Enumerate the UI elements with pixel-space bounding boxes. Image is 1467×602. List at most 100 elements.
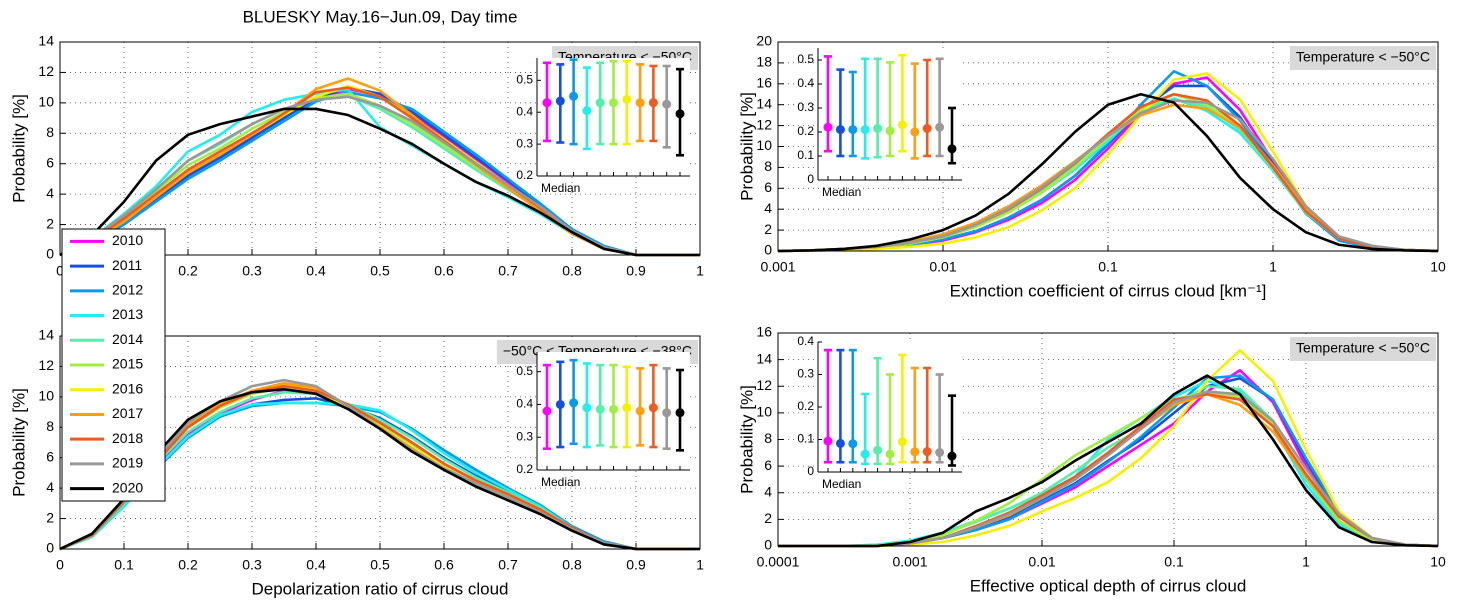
y-tick-label: 10 xyxy=(756,404,772,420)
median-point xyxy=(947,144,957,154)
median-point xyxy=(595,98,605,108)
x-axis-label: Effective optical depth of cirrus cloud xyxy=(970,576,1247,595)
y-tick-label: 12 xyxy=(756,377,772,393)
legend-label: 2020 xyxy=(112,479,143,495)
inset-y-tick-label: 0.4 xyxy=(516,104,533,118)
y-axis-label: Probability [%] xyxy=(9,94,28,203)
median-point xyxy=(635,406,645,416)
inset-y-tick-label: 0.3 xyxy=(797,367,814,381)
legend-label: 2012 xyxy=(112,282,143,298)
legend-label: 2019 xyxy=(112,455,143,471)
y-tick-label: 4 xyxy=(46,479,54,495)
x-tick-label: 0.2 xyxy=(178,263,198,279)
series-line xyxy=(59,95,700,257)
median-point xyxy=(555,96,565,106)
plot-frame xyxy=(777,41,1439,252)
median-point xyxy=(935,448,945,457)
x-tick-label: 0.3 xyxy=(242,263,262,279)
y-tick-label: 16 xyxy=(756,324,772,340)
y-tick-label: 18 xyxy=(756,54,772,70)
y-tick-label: 8 xyxy=(46,124,54,140)
y-tick-label: 0 xyxy=(764,537,772,553)
median-point xyxy=(595,404,605,414)
inset-y-tick-label: 0 xyxy=(807,172,814,186)
inset-y-tick-label: 0.3 xyxy=(797,100,814,114)
y-tick-label: 14 xyxy=(38,33,54,49)
median-point xyxy=(860,449,870,459)
median-point xyxy=(823,122,833,132)
x-tick-label: 0 xyxy=(56,263,64,279)
median-point xyxy=(648,98,658,108)
x-tick-label: 1 xyxy=(1302,554,1310,570)
x-tick-label: 1 xyxy=(696,557,704,573)
median-point xyxy=(885,449,895,459)
x-tick-label: 0.001 xyxy=(760,259,795,275)
legend-label: 2015 xyxy=(112,356,143,372)
median-point xyxy=(835,438,845,448)
inset-label: Median xyxy=(822,185,861,199)
median-point xyxy=(873,445,883,455)
x-tick-label: 0.4 xyxy=(306,263,326,279)
inset-y-tick-label: 0.2 xyxy=(516,168,533,182)
x-tick-label: 1 xyxy=(696,263,704,279)
median-point xyxy=(897,120,907,130)
y-tick-label: 12 xyxy=(756,116,772,132)
median-point xyxy=(922,447,932,457)
median-point xyxy=(582,403,592,413)
x-tick-label: 0.5 xyxy=(370,263,390,279)
x-tick-label: 0.5 xyxy=(370,557,390,573)
inset-label: Median xyxy=(541,475,580,489)
median-point xyxy=(823,436,833,446)
inset-y-tick-label: 0.2 xyxy=(797,124,814,138)
inset-y-tick-label: 0.3 xyxy=(516,136,533,150)
x-tick-label: 0.9 xyxy=(626,263,646,279)
x-tick-label: 0 xyxy=(56,557,64,573)
y-tick-label: 10 xyxy=(38,388,54,404)
median-point xyxy=(609,98,618,108)
inset-y-tick-label: 0.4 xyxy=(797,76,814,90)
median-point xyxy=(542,98,552,108)
inset-y-tick-label: 0.5 xyxy=(797,52,814,66)
chart-title: BLUESKY May.16−Jun.09, Day time xyxy=(243,7,518,26)
plot-frame xyxy=(59,335,701,550)
inset-label: Median xyxy=(541,181,580,195)
median-point xyxy=(569,91,579,101)
inset-y-tick-label: 0.2 xyxy=(516,462,533,476)
y-tick-label: 0 xyxy=(46,246,54,262)
median-point xyxy=(662,408,672,418)
y-tick-label: 4 xyxy=(46,185,54,201)
y-tick-label: 20 xyxy=(756,33,772,49)
x-tick-label: 0.6 xyxy=(434,263,454,279)
x-tick-label: 0.3 xyxy=(242,557,262,573)
y-tick-label: 8 xyxy=(764,158,772,174)
legend-label: 2018 xyxy=(112,430,143,446)
x-tick-label: 0.8 xyxy=(562,263,582,279)
x-tick-label: 0.1 xyxy=(1164,554,1184,570)
median-point xyxy=(947,451,957,461)
y-tick-label: 6 xyxy=(764,179,772,195)
y-tick-label: 2 xyxy=(46,509,54,525)
median-point xyxy=(675,109,685,119)
annotation-box xyxy=(1289,46,1436,70)
inset-y-tick-label: 0.5 xyxy=(516,72,533,86)
annotation: Temperature < −50°C xyxy=(1296,340,1430,356)
inset-y-tick-label: 0 xyxy=(807,464,814,478)
x-tick-label: 0.7 xyxy=(498,263,518,279)
median-point xyxy=(897,437,907,447)
median-point xyxy=(648,403,658,413)
x-tick-label: 0.01 xyxy=(1028,554,1055,570)
x-tick-label: 0.9 xyxy=(626,557,646,573)
annotation: Temperature < −50°C xyxy=(1296,49,1430,65)
median-point xyxy=(582,106,592,116)
y-axis-label: Probability [%] xyxy=(737,385,756,494)
inset-y-tick-label: 0.4 xyxy=(516,397,533,411)
median-point xyxy=(675,408,685,418)
x-axis-label: Depolarization ratio of cirrus cloud xyxy=(251,579,508,598)
median-point xyxy=(910,127,920,137)
y-tick-label: 0 xyxy=(46,540,54,556)
x-tick-label: 0.7 xyxy=(498,557,518,573)
x-tick-label: 10 xyxy=(1430,259,1446,275)
series-line xyxy=(59,387,700,551)
x-tick-label: 0.1 xyxy=(114,557,134,573)
series-line xyxy=(777,99,1439,253)
